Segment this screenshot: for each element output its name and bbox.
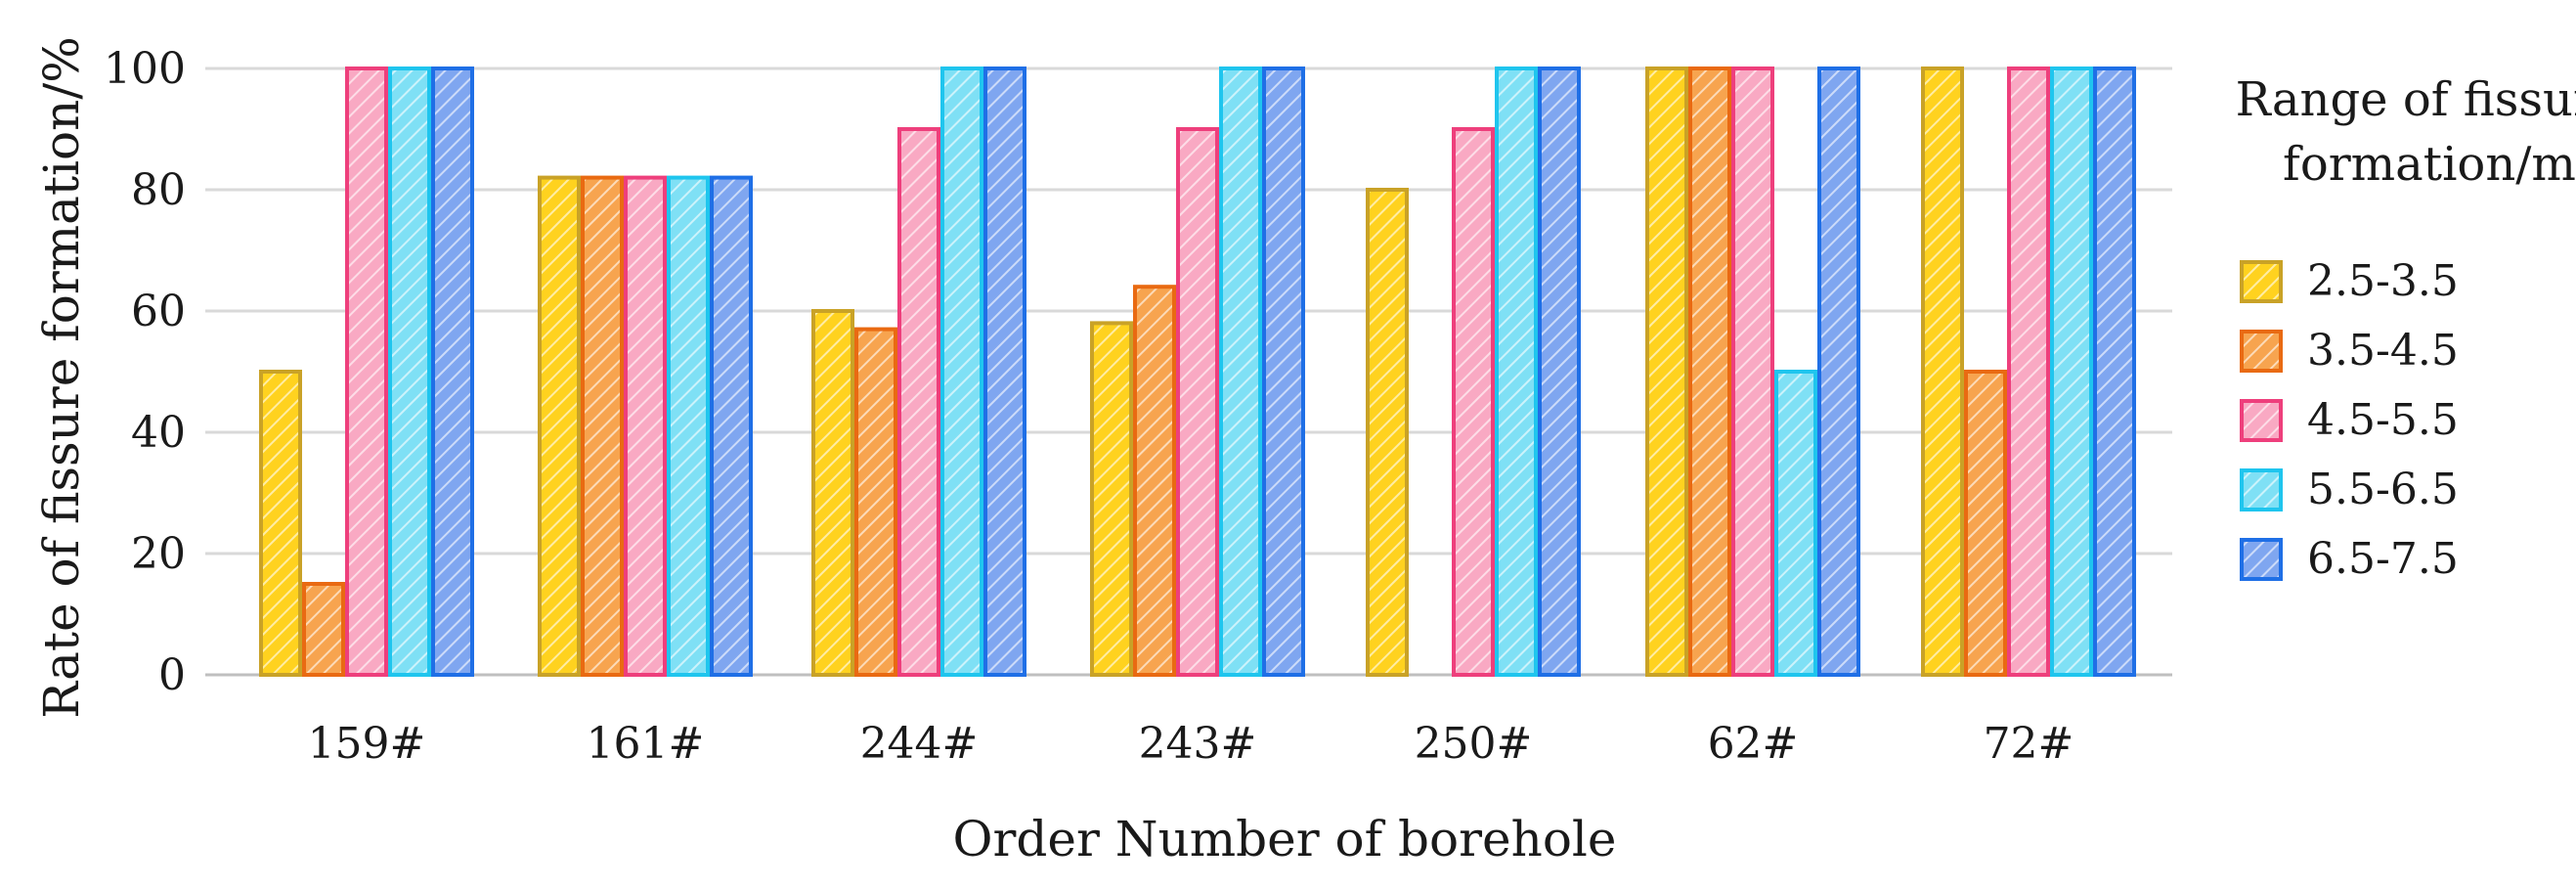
bar-243-3.5-4.5 [1133, 285, 1176, 677]
bar-62-4.5-5.5 [1731, 67, 1774, 677]
legend-label: 6.5-7.5 [2307, 534, 2459, 584]
bar-161-6.5-7.5 [710, 175, 753, 677]
bar-244-2.5-3.5 [811, 309, 854, 677]
x-tick-label: 62# [1708, 719, 1799, 769]
bar-243-6.5-7.5 [1262, 67, 1305, 677]
bar-244-5.5-6.5 [940, 67, 983, 677]
bar-62-5.5-6.5 [1774, 370, 1817, 677]
legend-title-line-1: Range of fissure [2236, 72, 2576, 127]
bar-244-4.5-5.5 [897, 127, 940, 677]
bar-159-3.5-4.5 [302, 582, 345, 677]
x-tick-label: 159# [308, 719, 426, 769]
bar-72-5.5-6.5 [2050, 67, 2093, 677]
legend-swatch [2240, 330, 2283, 373]
bar-243-4.5-5.5 [1176, 127, 1219, 677]
x-tick-label: 72# [1984, 719, 2074, 769]
bar-250-6.5-7.5 [1538, 67, 1581, 677]
bars [259, 67, 2136, 677]
bar-159-4.5-5.5 [345, 67, 388, 677]
legend-swatch [2240, 260, 2283, 303]
y-tick-label: 100 [104, 44, 186, 94]
bar-161-3.5-4.5 [581, 175, 624, 677]
x-tick-label: 244# [860, 719, 979, 769]
x-tick-label: 250# [1415, 719, 1533, 769]
y-tick-label: 40 [131, 408, 186, 458]
bar-62-2.5-3.5 [1645, 67, 1688, 677]
legend-label: 4.5-5.5 [2307, 395, 2459, 445]
y-axis-ticks: 0 20 40 60 80 100 [104, 44, 186, 700]
bar-250-2.5-3.5 [1366, 188, 1409, 677]
bar-72-4.5-5.5 [2007, 67, 2050, 677]
legend: Range of fissure formation/m 2.5-3.5 3.5-… [2236, 72, 2576, 584]
bar-244-3.5-4.5 [854, 327, 897, 677]
bar-250-4.5-5.5 [1452, 127, 1495, 677]
legend-label: 3.5-4.5 [2307, 326, 2459, 376]
bar-159-6.5-7.5 [431, 67, 474, 677]
y-axis-title: Rate of fissure formation/% [33, 36, 90, 718]
bar-159-5.5-6.5 [388, 67, 431, 677]
bar-161-5.5-6.5 [667, 175, 710, 677]
legend-label: 5.5-6.5 [2307, 465, 2459, 514]
bar-72-2.5-3.5 [1921, 67, 1964, 677]
x-axis-title: Order Number of borehole [952, 811, 1616, 867]
legend-items: 2.5-3.5 3.5-4.5 4.5-5.5 5.5-6.5 6.5-7.5 [2240, 256, 2459, 584]
y-tick-label: 0 [158, 650, 186, 700]
legend-swatch [2240, 538, 2283, 581]
legend-swatch [2240, 468, 2283, 511]
bar-243-5.5-6.5 [1219, 67, 1262, 677]
y-tick-label: 60 [131, 287, 186, 336]
x-tick-label: 161# [587, 719, 705, 769]
bar-161-4.5-5.5 [624, 175, 667, 677]
bar-244-6.5-7.5 [983, 67, 1026, 677]
legend-title-line-2: formation/m [2283, 137, 2576, 192]
legend-swatch [2240, 399, 2283, 442]
x-axis-ticks: 159# 161# 244# 243# 250# 62# 72# [308, 719, 2074, 769]
bar-72-3.5-4.5 [1964, 370, 2007, 677]
bar-72-6.5-7.5 [2093, 67, 2136, 677]
legend-label: 2.5-3.5 [2307, 256, 2459, 306]
y-tick-label: 80 [131, 165, 186, 215]
y-tick-label: 20 [131, 529, 186, 579]
bar-161-2.5-3.5 [538, 175, 581, 677]
bar-159-2.5-3.5 [259, 370, 302, 677]
bar-243-2.5-3.5 [1090, 321, 1133, 677]
x-tick-label: 243# [1139, 719, 1257, 769]
bar-250-5.5-6.5 [1495, 67, 1538, 677]
bar-62-6.5-7.5 [1817, 67, 1860, 677]
bar-62-3.5-4.5 [1688, 67, 1731, 677]
